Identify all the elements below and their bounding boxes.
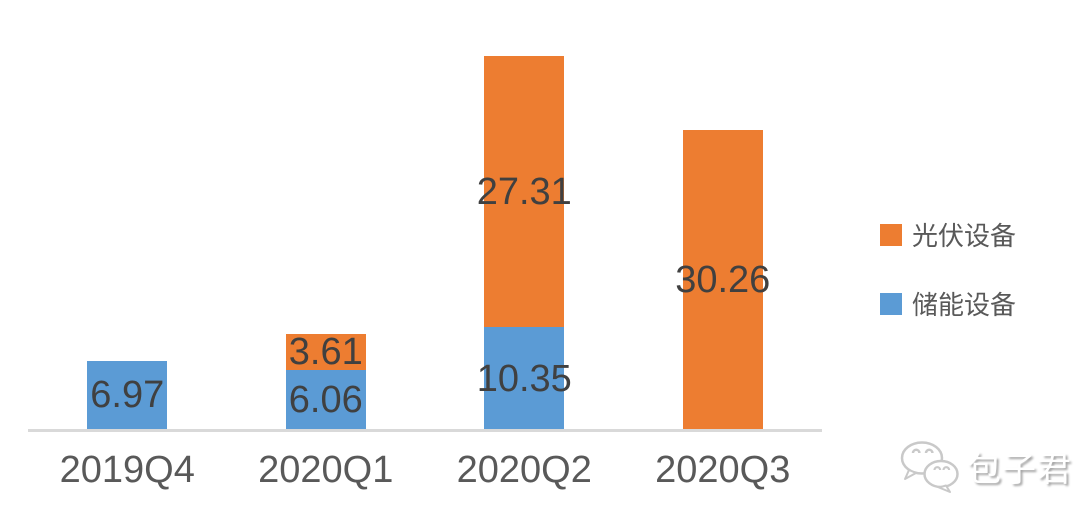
wechat-icon xyxy=(900,441,959,493)
data-label: 27.31 xyxy=(476,170,572,213)
data-label: 30.26 xyxy=(675,258,771,301)
x-axis-label-2020q1: 2020Q1 xyxy=(258,449,394,491)
data-label: 3.61 xyxy=(288,330,363,373)
legend-label: 储能设备 xyxy=(912,290,1017,320)
legend: 光伏设备 储能设备 xyxy=(880,216,1016,322)
data-label: 6.06 xyxy=(288,378,363,421)
bar-segment-pv-equipment: 27.31 xyxy=(477,56,572,328)
bar-segment-storage-equipment: 6.06 xyxy=(285,369,366,430)
bar-column-2020q1: 3.61 6.06 xyxy=(227,0,426,430)
legend-swatch xyxy=(880,292,902,315)
legend-label: 光伏设备 xyxy=(912,221,1017,251)
x-axis-line xyxy=(28,429,822,432)
x-axis-label-2020q2: 2020Q2 xyxy=(456,449,592,491)
x-axis-label-2020q3: 2020Q3 xyxy=(655,449,791,491)
x-axis-labels: 2019Q4 2020Q1 2020Q2 2020Q3 xyxy=(28,449,822,492)
bar-column-2019q4: 6.97 xyxy=(28,0,227,430)
data-label: 10.35 xyxy=(476,357,572,400)
legend-swatch xyxy=(880,223,902,246)
bar-segment-storage-equipment: 6.97 xyxy=(87,360,168,430)
watermark: 包子君 xyxy=(897,439,1072,493)
legend-item-pv-equipment: 光伏设备 xyxy=(880,216,1016,253)
bars-container: 6.97 3.61 6.06 27.31 10.35 30.26 xyxy=(28,0,822,430)
data-label: 6.97 xyxy=(90,374,165,417)
bar-column-2020q2: 27.31 10.35 xyxy=(425,0,624,430)
watermark-text: 包子君 xyxy=(967,450,1072,489)
bar-column-2020q3: 30.26 xyxy=(624,0,823,430)
bar-segment-pv-equipment: 30.26 xyxy=(675,129,770,430)
plot-area: 6.97 3.61 6.06 27.31 10.35 30.26 xyxy=(28,0,822,430)
x-axis-label-2019q4: 2019Q4 xyxy=(59,449,195,491)
bar-segment-storage-equipment: 10.35 xyxy=(477,327,572,430)
bar-segment-pv-equipment: 3.61 xyxy=(285,330,366,373)
legend-item-storage-equipment: 储能设备 xyxy=(880,285,1016,322)
